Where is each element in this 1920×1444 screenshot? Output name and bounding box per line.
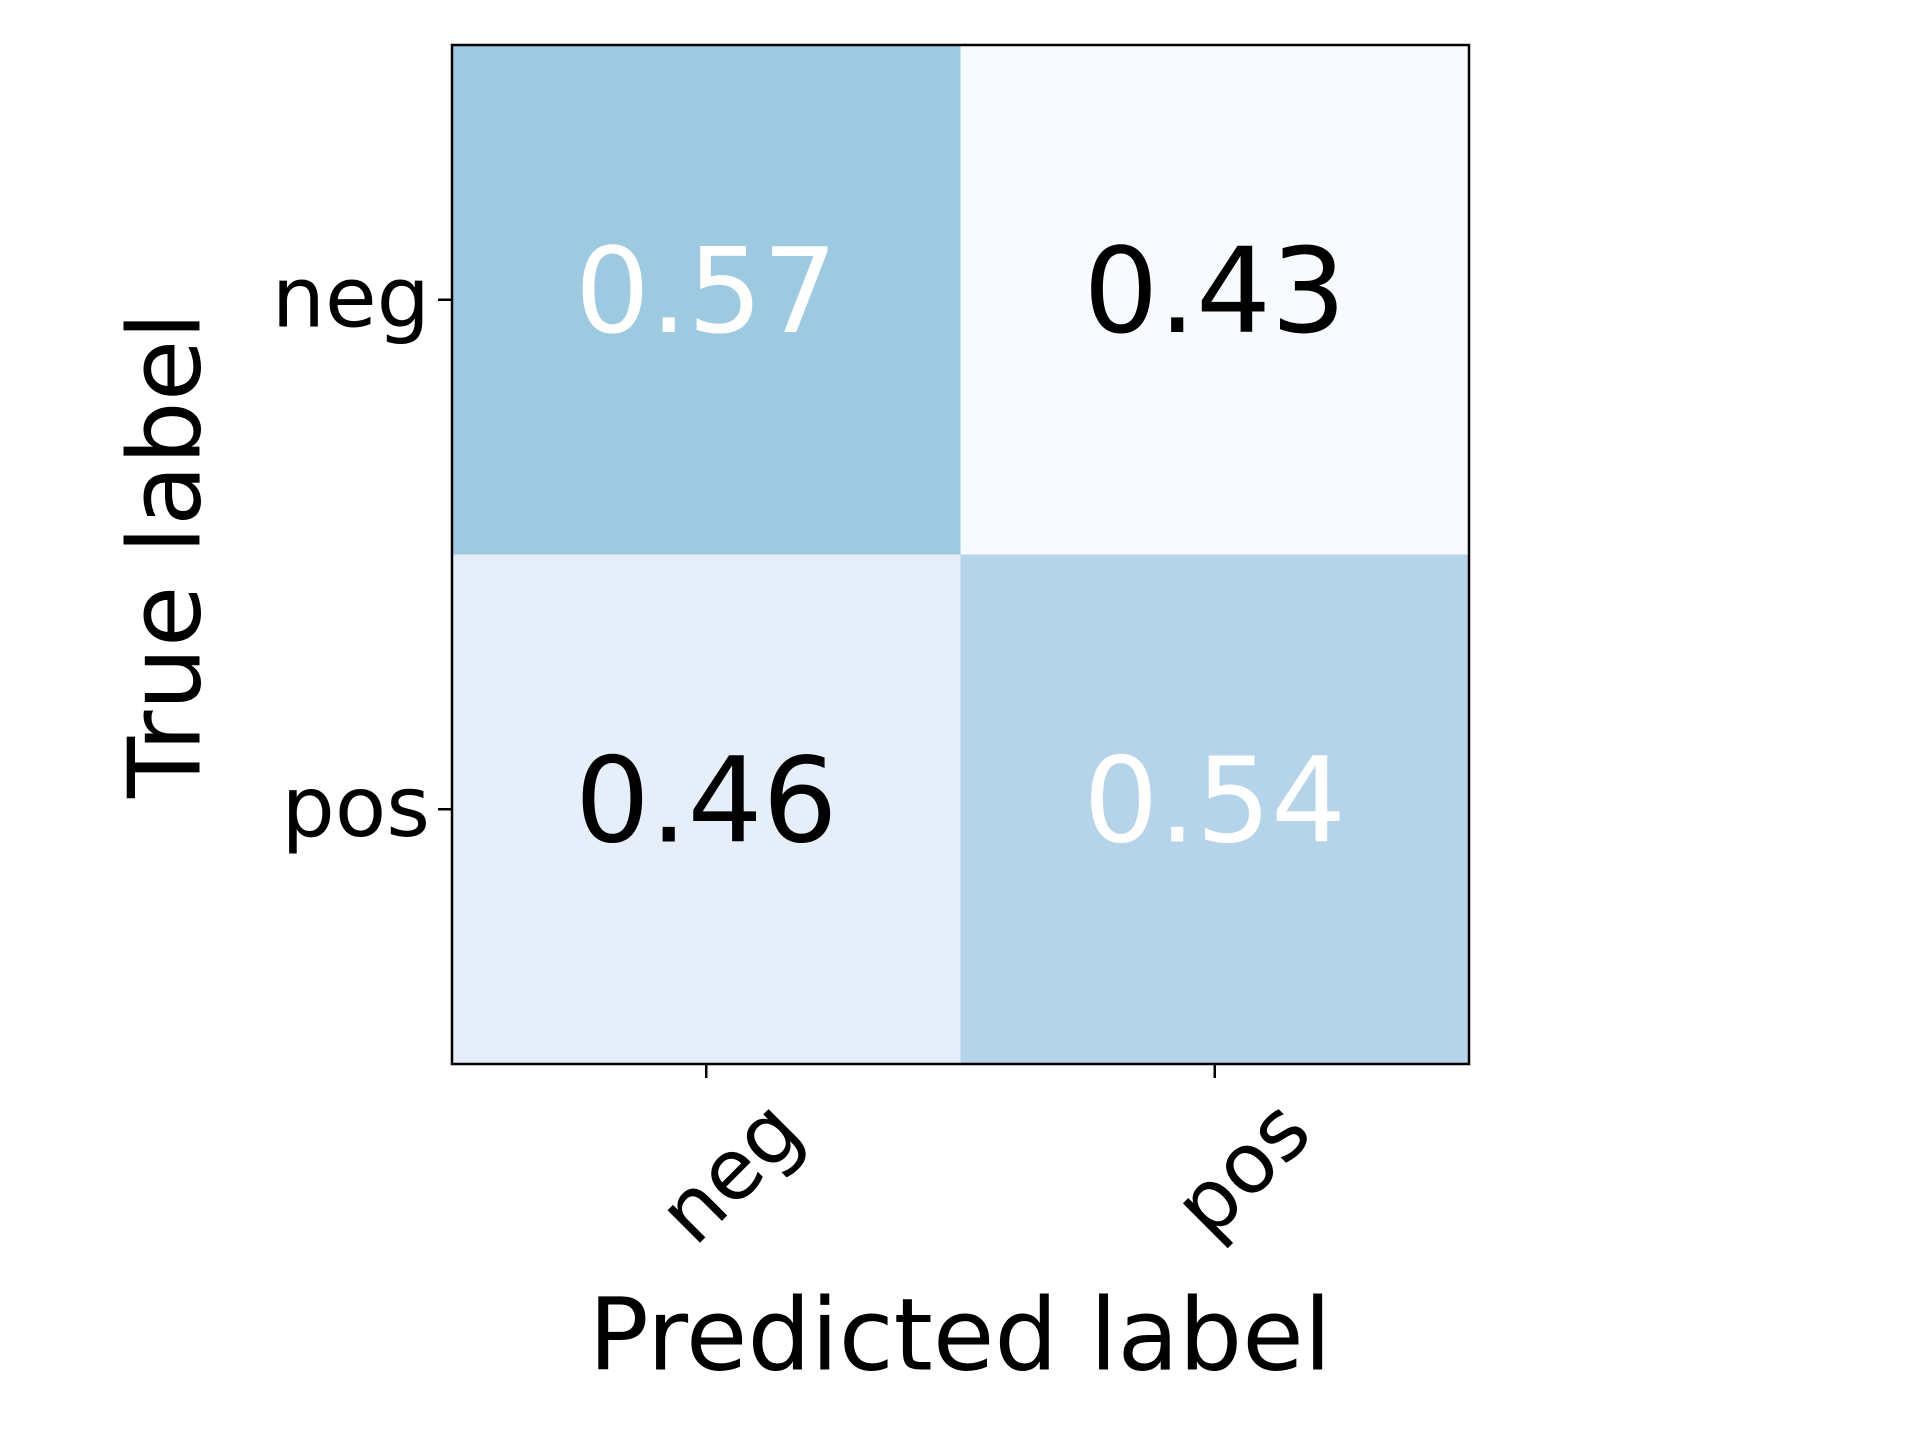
x-axis-label: Predicted label [588,1276,1331,1393]
heatmap-cell [452,554,961,1065]
heatmap-cell [960,554,1470,1065]
cell-value-label: 0.43 [1083,222,1346,360]
cell-value-label: 0.57 [575,222,838,360]
heatmap-cell [960,45,1470,555]
y-axis-label: True label [106,312,223,799]
cell-value-label: 0.54 [1083,731,1346,869]
y-tick-label: neg [272,249,430,347]
x-tick-label: neg [639,1081,820,1262]
heatmap-cell [452,45,961,555]
x-tick-label: pos [1155,1081,1329,1255]
y-tick-label: pos [282,758,430,856]
plot-frame [450,43,1471,1066]
cell-value-label: 0.46 [575,731,838,869]
